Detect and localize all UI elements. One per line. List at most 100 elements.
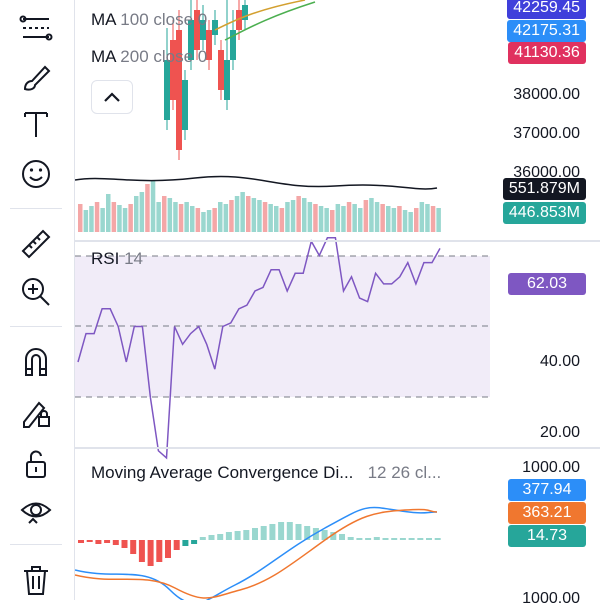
rsi-axis-label: 20.00	[539, 424, 580, 441]
macd-legend[interactable]: Moving Average Convergence Di... 12 26 c…	[91, 463, 441, 483]
volume-bar	[251, 198, 257, 232]
volume-bar	[324, 208, 329, 232]
volume-bar	[419, 202, 425, 232]
trash-icon[interactable]	[14, 560, 58, 600]
zoom-in-tool-icon[interactable]	[14, 272, 58, 312]
volume-bar	[139, 192, 145, 232]
volume-bar	[234, 196, 240, 232]
volume-bar	[290, 200, 296, 232]
volume-bar	[100, 208, 105, 232]
macd-badge-3: 14.73	[508, 525, 586, 547]
chart-canvas[interactable]	[75, 0, 600, 600]
macd-histogram-bar	[78, 540, 84, 543]
macd-histogram-bar	[399, 538, 406, 540]
macd-histogram-bar	[373, 537, 380, 540]
macd-badge-2: 363.21	[508, 502, 586, 524]
macd-axis-label: 1000.00	[522, 590, 580, 607]
price-pane	[164, 0, 316, 160]
magnet-tool-icon[interactable]	[14, 342, 58, 382]
volume-bar	[201, 212, 206, 232]
macd-histogram-bar	[278, 522, 285, 540]
volume-pane	[75, 175, 441, 232]
pane-separator[interactable]	[75, 240, 600, 242]
price-axis-label: 37000.00	[513, 125, 580, 142]
volume-bar	[89, 206, 94, 232]
macd-histogram-bar	[295, 524, 302, 540]
ma100-legend[interactable]: MA 100 close 0	[91, 10, 207, 30]
ma200-line	[224, 1, 316, 41]
rsi-legend[interactable]: RSI 14	[91, 249, 143, 269]
volume-bar	[369, 198, 374, 232]
volume-bar	[190, 206, 195, 232]
volume-bar	[173, 202, 178, 232]
macd-histogram-bar	[304, 526, 311, 540]
price-badge-1: 42259.45	[507, 0, 586, 19]
candle-body	[194, 10, 200, 50]
volume-bar	[229, 200, 234, 232]
price-badge-2-value: 42175.31	[513, 22, 580, 39]
macd-histogram-bar	[356, 538, 363, 540]
macd-histogram-bar	[347, 537, 354, 540]
brush-tool-icon[interactable]	[14, 58, 58, 98]
macd-axis-label: 1000.00	[522, 459, 580, 476]
macd-histogram-bar	[191, 540, 198, 544]
emoji-tool-icon[interactable]	[14, 154, 58, 194]
volume-bar	[391, 208, 397, 232]
volume-bar	[397, 206, 402, 232]
ma100-params: 100 close 0	[120, 10, 208, 29]
collapse-legend-button[interactable]	[91, 80, 133, 114]
rsi-badge: 62.03	[508, 273, 586, 295]
volume-bar	[206, 210, 212, 232]
macd-histogram-bar	[426, 538, 432, 540]
trend-line-tool-icon[interactable]	[14, 8, 58, 48]
macd-histogram-bar	[130, 540, 137, 554]
rsi-axis-label: 40.00	[539, 353, 580, 370]
price-axis-label: 36000.00	[513, 164, 580, 181]
toolbar-divider	[10, 208, 62, 209]
price-badge-3-value: 41130.36	[514, 44, 580, 61]
unlock-tool-icon[interactable]	[14, 444, 58, 484]
volume-bar	[307, 202, 313, 232]
volume-bar	[156, 202, 161, 232]
macd-histogram-bar	[365, 538, 372, 540]
ma200-name: MA	[91, 47, 116, 66]
macd-histogram-bar	[252, 528, 258, 540]
macd-histogram-bar	[260, 526, 267, 540]
candle-body	[182, 80, 188, 130]
volume-bar	[313, 204, 318, 232]
volume-bar	[363, 200, 369, 232]
volume-bar	[128, 204, 133, 232]
chart-area[interactable]: MA 100 close 0 MA 200 close 0 42259.45 4…	[75, 0, 600, 607]
volume-bar	[195, 208, 201, 232]
macd-line-value: 377.94	[522, 481, 572, 498]
volume-ma-badge: 551.879M	[502, 178, 586, 200]
pane-separator[interactable]	[75, 447, 600, 449]
macd-histogram-bar	[95, 540, 102, 544]
ruler-tool-icon[interactable]	[14, 224, 58, 264]
lock-drawing-tool-icon[interactable]	[14, 392, 58, 432]
macd-histogram-bar	[225, 532, 232, 540]
volume-bar	[262, 202, 268, 232]
macd-histogram-bar	[417, 538, 424, 540]
price-badge-2: 42175.31	[507, 20, 586, 42]
volume-bar	[150, 180, 156, 232]
macd-line	[75, 506, 438, 600]
volume-bar	[386, 206, 391, 232]
eye-visibility-icon[interactable]	[14, 490, 58, 530]
volume-bar	[380, 204, 385, 232]
rsi-pane	[75, 237, 490, 460]
candle-body	[224, 60, 230, 100]
volume-ma-line	[75, 175, 438, 190]
macd-histogram-value: 14.73	[526, 527, 568, 544]
ma200-legend[interactable]: MA 200 close 0	[91, 47, 207, 67]
macd-name: Moving Average Convergence Di...	[91, 463, 354, 482]
price-badge-1-value: 42259.45	[513, 0, 580, 16]
drawing-toolbar	[0, 0, 75, 600]
macd-histogram-bar	[330, 532, 337, 540]
text-tool-icon[interactable]	[14, 104, 58, 144]
volume-bar	[302, 198, 307, 232]
macd-signal-value: 363.21	[522, 504, 572, 521]
toolbar-divider	[10, 544, 62, 545]
macd-histogram-bar	[86, 540, 93, 542]
macd-histogram-bar	[182, 540, 189, 546]
